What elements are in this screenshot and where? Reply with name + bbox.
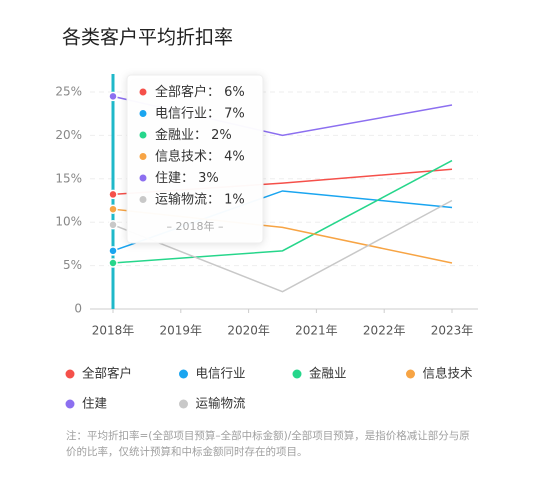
legend-label: 金融业 [309, 366, 347, 381]
tooltip-item: 运输物流： 1% [155, 191, 245, 207]
tooltip-title: – 2018年 – [167, 219, 224, 233]
tooltip-value: 4% [224, 149, 245, 164]
x-tick-label: 2023年 [431, 324, 474, 338]
legend-label: 信息技术 [423, 366, 474, 381]
tooltip-dot [139, 196, 147, 203]
legend-label: 全部客户 [82, 366, 132, 381]
legend-label: 电信行业 [196, 366, 246, 381]
y-tick-label: 5% [63, 258, 82, 272]
series-line [112, 159, 453, 264]
tooltip-item: 住建： 3% [155, 171, 219, 186]
chart-title: 各类客户平均折扣率 [62, 27, 233, 49]
tooltip-item: 金融业： 2% [155, 127, 232, 143]
tooltip-dot [139, 88, 147, 96]
tooltip-dot [139, 153, 147, 160]
point [108, 246, 118, 256]
tooltip-name: 电信行业 [155, 106, 207, 121]
legend-swatch [65, 399, 75, 409]
separator: ： [194, 128, 211, 143]
tooltip-dot [139, 131, 147, 139]
footnote: 注：平均折扣率=(全部项目预算–全部中标金额)/全部项目预算，是指价格减让部分与… [66, 430, 470, 458]
tooltip-dot [139, 110, 147, 117]
x-tick-label: 2019年 [160, 324, 203, 338]
separator: ： [207, 149, 224, 164]
x-tick-label: 2020年 [227, 324, 270, 338]
point [108, 91, 118, 102]
legend-label: 运输物流 [196, 396, 247, 411]
point [108, 258, 118, 268]
y-tick-label: 0 [74, 302, 82, 316]
point [108, 189, 118, 200]
tooltip-value: 3% [198, 171, 219, 186]
y-tick-label: 10% [55, 215, 82, 229]
y-tick-label: 20% [55, 128, 82, 142]
tooltip-value: 1% [224, 192, 245, 207]
tooltip-item: 电信行业： 7% [155, 106, 245, 121]
series-line [112, 199, 453, 293]
x-tick-label: 2022年 [363, 324, 406, 338]
legend-label: 住建 [82, 396, 108, 411]
tooltip-dot [139, 174, 147, 182]
legend-swatch [65, 369, 75, 379]
tooltip-name: 信息技术 [155, 148, 207, 164]
tooltip-name: 住建 [155, 171, 181, 186]
tooltip-item: 信息技术： 4% [155, 148, 245, 164]
separator: ： [207, 106, 224, 121]
y-tick-label: 25% [55, 85, 82, 99]
x-tick-label: 2021年 [295, 324, 338, 338]
legend-swatch [406, 369, 415, 379]
separator: ： [207, 192, 224, 207]
separator: ： [181, 171, 198, 186]
tooltip-item: 全部客户： 6% [155, 84, 245, 100]
legend-swatch [179, 399, 188, 409]
tooltip-name: 运输物流 [155, 191, 207, 207]
tooltip-name: 全部客户 [155, 84, 207, 100]
tooltip-name: 金融业 [155, 127, 194, 143]
tooltip-value: 6% [224, 85, 245, 100]
tooltip-value: 7% [224, 106, 245, 121]
separator: ： [207, 85, 224, 100]
tooltip-box [126, 74, 264, 244]
legend-swatch [292, 369, 302, 379]
tooltip-value: 2% [211, 128, 232, 143]
point [108, 204, 118, 214]
legend-swatch [179, 369, 188, 379]
y-tick-label: 15% [55, 171, 82, 185]
chart: 各类客户平均折扣率 0 5% 10% 15% 20% 25% 2018年 2019年 2020年… [55, 27, 478, 411]
point [108, 220, 118, 230]
x-tick-label: 2018年 [92, 324, 135, 338]
